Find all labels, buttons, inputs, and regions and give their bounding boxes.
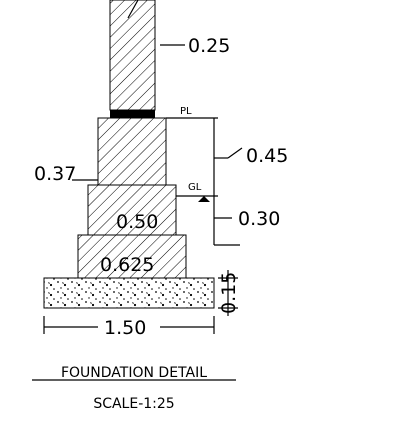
wall-width: 0.25 xyxy=(188,35,230,57)
caption-scale: SCALE-1:25 xyxy=(93,396,174,412)
foundation-drawing: 0.25 PL 0.45 0.37 GL 0.50 0.30 0.625 0.1… xyxy=(0,0,410,423)
plinth-level: PL xyxy=(180,106,192,117)
step-2-width: 0.50 xyxy=(116,211,158,233)
step-width: 0.37 xyxy=(34,163,76,185)
pcc-thickness: 0.15 xyxy=(218,272,240,314)
caption-title: FOUNDATION DETAIL xyxy=(61,365,207,381)
pcc-width: 1.50 xyxy=(104,317,146,339)
ground-level: GL xyxy=(188,182,202,193)
step-3-width: 0.625 xyxy=(100,254,154,276)
depth-below-gl: 0.30 xyxy=(238,208,280,230)
plinth-height: 0.45 xyxy=(246,145,288,167)
